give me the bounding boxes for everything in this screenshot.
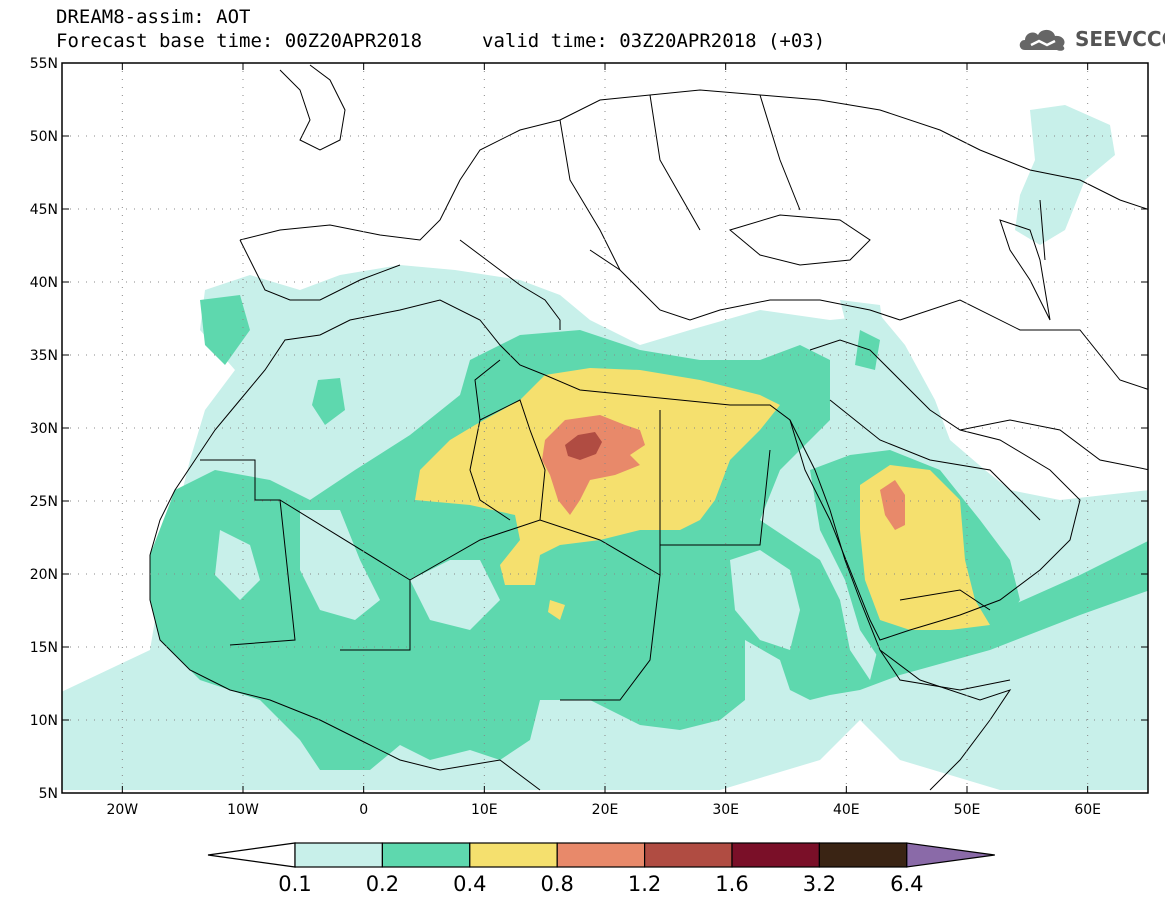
- lat-tick-label: 20N: [30, 567, 58, 583]
- lat-tick-label: 30N: [30, 421, 58, 437]
- axis-ticks: 55N 50N 45N 40N 35N 30N 25N 20N 15N 10N 5N 20W 10W 0 1…: [30, 56, 1148, 818]
- lon-tick-label: 10W: [227, 802, 259, 818]
- lon-tick-label: 10E: [471, 802, 498, 818]
- logo-text: SEEVCCC: [1075, 27, 1165, 51]
- colorbar-segment: [294, 842, 384, 868]
- lon-tick-label: 20E: [592, 802, 619, 818]
- aot-contour-1.2: [565, 432, 602, 460]
- colorbar-segment: [643, 842, 733, 868]
- lat-tick-label: 10N: [30, 713, 58, 729]
- colorbar: 0.1 0.2 0.4 0.8 1.2 1.6 3.2 6.4: [207, 842, 995, 896]
- colorbar-label: 1.6: [715, 872, 748, 896]
- colorbar-label: 0.4: [453, 872, 486, 896]
- lon-tick-label: 20W: [106, 802, 138, 818]
- colorbar-segment: [469, 842, 558, 868]
- colorbar-segment: [556, 842, 646, 868]
- lat-tick-label: 5N: [39, 786, 58, 802]
- colorbar-segment: [731, 842, 821, 868]
- lon-tick-label: 30E: [712, 802, 739, 818]
- lat-tick-label: 45N: [30, 202, 58, 218]
- aot-contour-0.8: [542, 415, 905, 530]
- colorbar-label: 6.4: [890, 872, 923, 896]
- lat-tick-label: 15N: [30, 640, 58, 656]
- lat-tick-label: 55N: [30, 56, 58, 72]
- map-title: DREAM8-assim: AOT: [56, 6, 251, 28]
- colorbar-label: 3.2: [803, 872, 836, 896]
- seevccc-logo: SEEVCCC: [1017, 26, 1165, 54]
- cloud-icon: [1019, 29, 1065, 51]
- forecast-valid-time: valid time: 03Z20APR2018 (+03): [482, 30, 826, 52]
- lat-tick-label: 50N: [30, 129, 58, 145]
- colorbar-over-triangle: [906, 842, 995, 868]
- colorbar-label: 0.2: [366, 872, 399, 896]
- lon-tick-label: 50E: [954, 802, 981, 818]
- colorbar-segment: [381, 842, 471, 868]
- lat-tick-label: 40N: [30, 275, 58, 291]
- map-area: [62, 63, 1148, 793]
- lon-tick-label: 60E: [1074, 802, 1101, 818]
- lat-tick-label: 35N: [30, 348, 58, 364]
- lon-tick-label: 0: [359, 802, 368, 818]
- colorbar-under-triangle: [207, 842, 296, 868]
- colorbar-label: 1.2: [628, 872, 661, 896]
- coastlines: [149, 64, 1148, 791]
- forecast-base-time: Forecast base time: 00Z20APR2018: [56, 30, 423, 52]
- colorbar-label: 0.8: [540, 872, 573, 896]
- lon-tick-label: 40E: [833, 802, 860, 818]
- colorbar-label: 0.1: [278, 872, 311, 896]
- colorbar-segment: [818, 842, 908, 868]
- gridlines: [62, 63, 1148, 793]
- lat-tick-label: 25N: [30, 494, 58, 510]
